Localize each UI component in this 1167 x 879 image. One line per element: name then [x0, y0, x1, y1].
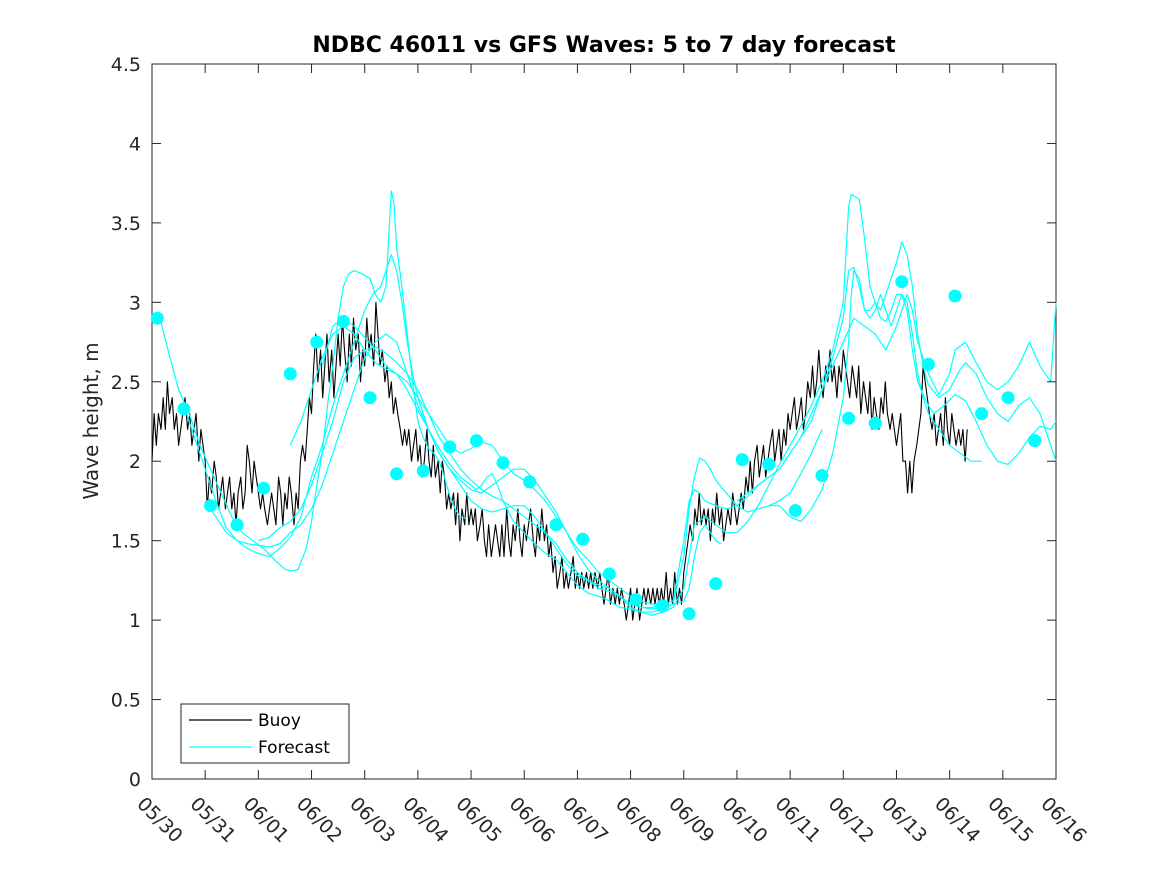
forecast-marker: [363, 391, 377, 405]
forecast-series-line: [258, 346, 663, 609]
forecast-marker: [921, 357, 935, 371]
forecast-marker: [496, 456, 510, 470]
y-tick-label: 4: [129, 133, 141, 155]
forecast-marker: [443, 440, 457, 454]
forecast-marker: [549, 518, 563, 532]
forecast-marker: [390, 467, 404, 481]
legend-box: [180, 703, 350, 764]
forecast-series-line: [768, 429, 823, 507]
forecast-marker: [788, 504, 802, 517]
y-tick-label: 3.5: [111, 213, 141, 235]
forecast-marker: [177, 402, 191, 416]
forecast-marker: [283, 367, 297, 381]
forecast-marker: [975, 407, 989, 421]
forecast-marker: [469, 434, 483, 448]
forecast-marker: [629, 593, 643, 606]
marker-layer: [150, 275, 1042, 621]
forecast-marker: [948, 289, 962, 303]
forecast-marker: [204, 499, 217, 513]
forecast-marker: [576, 532, 590, 546]
plot-area: [151, 63, 1057, 780]
series-layer: [151, 190, 1057, 621]
y-tick-label: 1.5: [111, 531, 141, 553]
forecast-marker: [336, 314, 350, 328]
forecast-marker: [762, 457, 776, 471]
forecast-series-line: [736, 293, 1057, 502]
buoy-series-line: [151, 301, 968, 621]
forecast-marker: [895, 275, 909, 289]
legend-forecast-label: Forecast: [258, 738, 330, 758]
legend-buoy-label: Buoy: [258, 711, 301, 731]
y-tick-label: 1: [129, 610, 141, 632]
y-tick-label: 3: [129, 292, 141, 314]
forecast-marker: [523, 475, 537, 489]
forecast-marker: [735, 453, 749, 467]
forecast-marker: [150, 311, 164, 325]
forecast-marker: [815, 469, 829, 482]
forecast-marker: [602, 567, 616, 581]
forecast-marker: [230, 518, 244, 532]
y-tick-label: 2.5: [111, 372, 141, 394]
forecast-series-line: [321, 193, 1057, 616]
y-tick-label: 0: [129, 769, 141, 791]
forecast-marker: [656, 599, 669, 613]
forecast-marker: [682, 607, 696, 621]
forecast-marker: [1028, 434, 1042, 448]
forecast-marker: [416, 464, 430, 478]
forecast-series-line: [152, 190, 466, 572]
forecast-marker: [257, 481, 271, 495]
chart-title: NDBC 46011 vs GFS Waves: 5 to 7 day fore…: [312, 33, 896, 58]
y-tick-label: 0.5: [111, 690, 141, 712]
y-tick-label: 2: [129, 451, 141, 473]
forecast-marker: [709, 577, 723, 591]
y-axis-label: Wave height, m: [79, 342, 103, 499]
forecast-marker: [868, 416, 882, 430]
forecast-series-line: [289, 266, 1057, 605]
forecast-marker: [310, 335, 324, 349]
forecast-marker: [1001, 391, 1015, 405]
legend: Buoy Forecast: [180, 703, 350, 764]
forecast-marker: [842, 411, 856, 425]
y-tick-label: 4.5: [111, 54, 141, 76]
